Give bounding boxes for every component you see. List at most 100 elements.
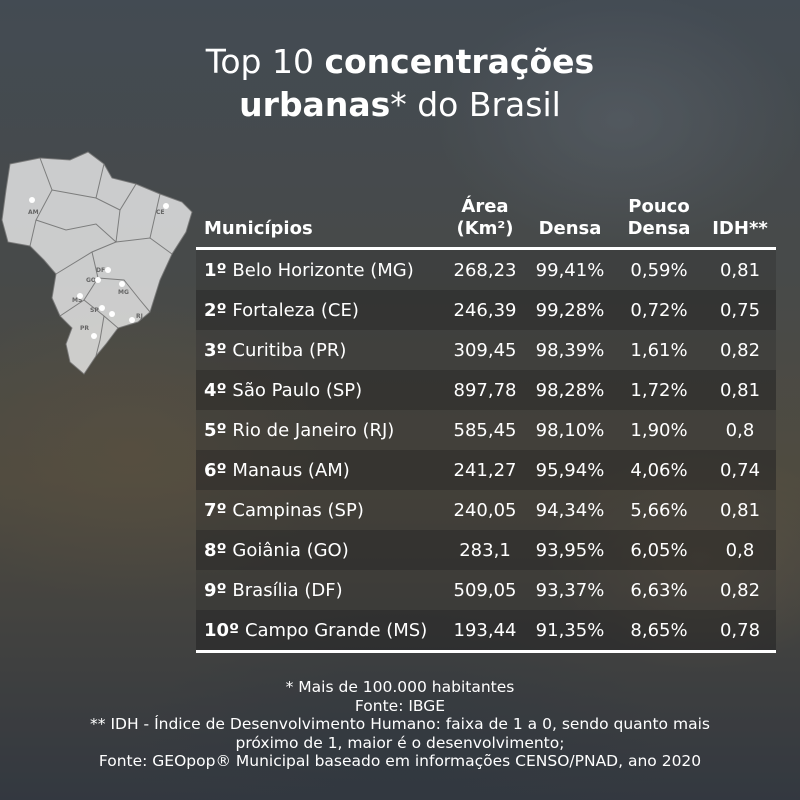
brazil-outline [1, 151, 193, 375]
title-bold-1: concentrações [324, 42, 595, 81]
cell-rank: 3º [204, 339, 227, 361]
cell-idh: 0,81 [704, 490, 776, 530]
map-label-ms: MS [72, 297, 82, 304]
cell-pouco-densa: 6,63% [614, 570, 704, 610]
cell-area: 509,05 [444, 570, 526, 610]
cell-municipio: 1º Belo Horizonte (MG) [196, 248, 444, 290]
state-labels: AM CE DF GO MG SP MS PR RJ [28, 209, 165, 332]
cell-municipio: 10º Campo Grande (MS) [196, 610, 444, 653]
header-densa: Densa [526, 196, 614, 250]
cell-densa: 91,35% [526, 610, 614, 653]
cell-idh: 0,82 [704, 330, 776, 370]
cell-municipio: 9º Brasília (DF) [196, 570, 444, 610]
footnote-fonte-geopop: Fonte: GEOpop® Municipal baseado em info… [98, 752, 702, 770]
map-label-mg: MG [118, 289, 129, 296]
map-label-ce: CE [156, 209, 165, 216]
table-row: 6º Manaus (AM) 241,27 95,94% 4,06% 0,74 [196, 450, 776, 490]
title-light-2: * do Brasil [390, 85, 561, 124]
header-pouco-line1: Pouco [628, 196, 690, 217]
cell-municipio: 5º Rio de Janeiro (RJ) [196, 410, 444, 450]
table-row: 3º Curitiba (PR) 309,45 98,39% 1,61% 0,8… [196, 330, 776, 370]
footnote-fonte-ibge: Fonte: IBGE [354, 696, 446, 715]
header-municipios: Municípios [196, 196, 444, 250]
table-row: 9º Brasília (DF) 509,05 93,37% 6,63% 0,8… [196, 570, 776, 610]
cell-idh: 0,75 [704, 290, 776, 330]
cell-name: Campo Grande (MS) [244, 619, 428, 641]
table-row: 4º São Paulo (SP) 897,78 98,28% 1,72% 0,… [196, 370, 776, 410]
cell-idh: 0,81 [704, 370, 776, 410]
map-label-sp: SP [90, 307, 99, 314]
cell-densa: 93,37% [526, 570, 614, 610]
map-label-df: DF [96, 267, 105, 274]
cell-rank: 5º [204, 419, 227, 441]
header-area-line1: Área [461, 196, 509, 217]
header-area: Área (Km²) [444, 196, 526, 250]
cell-name: Goiânia (GO) [232, 539, 349, 561]
title-light-1: Top 10 [205, 42, 325, 81]
header-pouco-densa: Pouco Densa [614, 196, 704, 250]
state-borders [29, 157, 173, 357]
cell-idh: 0,8 [704, 410, 776, 450]
cell-densa: 98,28% [526, 370, 614, 410]
cell-pouco-densa: 8,65% [614, 610, 704, 653]
table-row: 2º Fortaleza (CE) 246,39 99,28% 0,72% 0,… [196, 290, 776, 330]
cell-pouco-densa: 0,59% [614, 248, 704, 290]
cell-pouco-densa: 0,72% [614, 290, 704, 330]
cell-municipio: 2º Fortaleza (CE) [196, 290, 444, 330]
header-pouco-line2: Densa [627, 218, 691, 239]
cell-name: Brasília (DF) [232, 579, 343, 601]
city-dot-brasilia [105, 267, 111, 273]
cell-area: 268,23 [444, 248, 526, 290]
cell-name: Fortaleza (CE) [232, 299, 359, 321]
table-row: 7º Campinas (SP) 240,05 94,34% 5,66% 0,8… [196, 490, 776, 530]
cell-name: Curitiba (PR) [232, 339, 347, 361]
cell-idh: 0,74 [704, 450, 776, 490]
cell-pouco-densa: 4,06% [614, 450, 704, 490]
map-label-am: AM [28, 209, 39, 216]
city-dot-sao-paulo [109, 311, 115, 317]
cell-area: 897,78 [444, 370, 526, 410]
ranking-table: Municípios Área (Km²) Densa Pouco Densa ID… [196, 196, 776, 653]
cell-pouco-densa: 1,72% [614, 370, 704, 410]
cell-rank: 8º [204, 539, 227, 561]
cell-municipio: 7º Campinas (SP) [196, 490, 444, 530]
title-line-2: urbanas* do Brasil [0, 83, 800, 126]
cell-rank: 7º [204, 499, 227, 521]
table-header-row: Municípios Área (Km²) Densa Pouco Densa ID… [196, 196, 776, 250]
cell-pouco-densa: 1,90% [614, 410, 704, 450]
city-dot-rio-de-janeiro [129, 317, 135, 323]
cell-densa: 99,41% [526, 248, 614, 290]
footnote-habitantes: * Mais de 100.000 habitantes [285, 678, 515, 696]
cell-area: 309,45 [444, 330, 526, 370]
cell-rank: 9º [204, 579, 227, 601]
table-row: 5º Rio de Janeiro (RJ) 585,45 98,10% 1,9… [196, 410, 776, 450]
cell-rank: 1º [204, 259, 227, 281]
cell-densa: 99,28% [526, 290, 614, 330]
cell-area: 240,05 [444, 490, 526, 530]
cell-densa: 93,95% [526, 530, 614, 570]
cell-area: 585,45 [444, 410, 526, 450]
city-dot-goiania [95, 277, 101, 283]
cell-municipio: 3º Curitiba (PR) [196, 330, 444, 370]
cell-name: Manaus (AM) [232, 459, 350, 481]
cell-rank: 2º [204, 299, 227, 321]
cell-rank: 6º [204, 459, 227, 481]
cell-municipio: 8º Goiânia (GO) [196, 530, 444, 570]
cell-area: 241,27 [444, 450, 526, 490]
header-idh: IDH** [704, 196, 776, 250]
cell-pouco-densa: 5,66% [614, 490, 704, 530]
title-bold-2: urbanas [239, 85, 391, 124]
cell-idh: 0,82 [704, 570, 776, 610]
footnotes: * Mais de 100.000 habitantes Fonte: IBGE… [0, 678, 800, 771]
footnote-idh-definition-cont: próximo de 1, maior é o desenvolvimento; [235, 733, 565, 752]
footnote-idh-definition: ** IDH - Índice de Desenvolvimento Human… [90, 715, 710, 733]
cell-area: 283,1 [444, 530, 526, 570]
cell-municipio: 6º Manaus (AM) [196, 450, 444, 490]
map-label-rj: RJ [136, 313, 143, 320]
cell-densa: 95,94% [526, 450, 614, 490]
city-dot-campo-grande [77, 293, 83, 299]
cell-name: Campinas (SP) [232, 499, 364, 521]
city-dot-fortaleza [163, 203, 169, 209]
cell-densa: 98,10% [526, 410, 614, 450]
cell-pouco-densa: 6,05% [614, 530, 704, 570]
